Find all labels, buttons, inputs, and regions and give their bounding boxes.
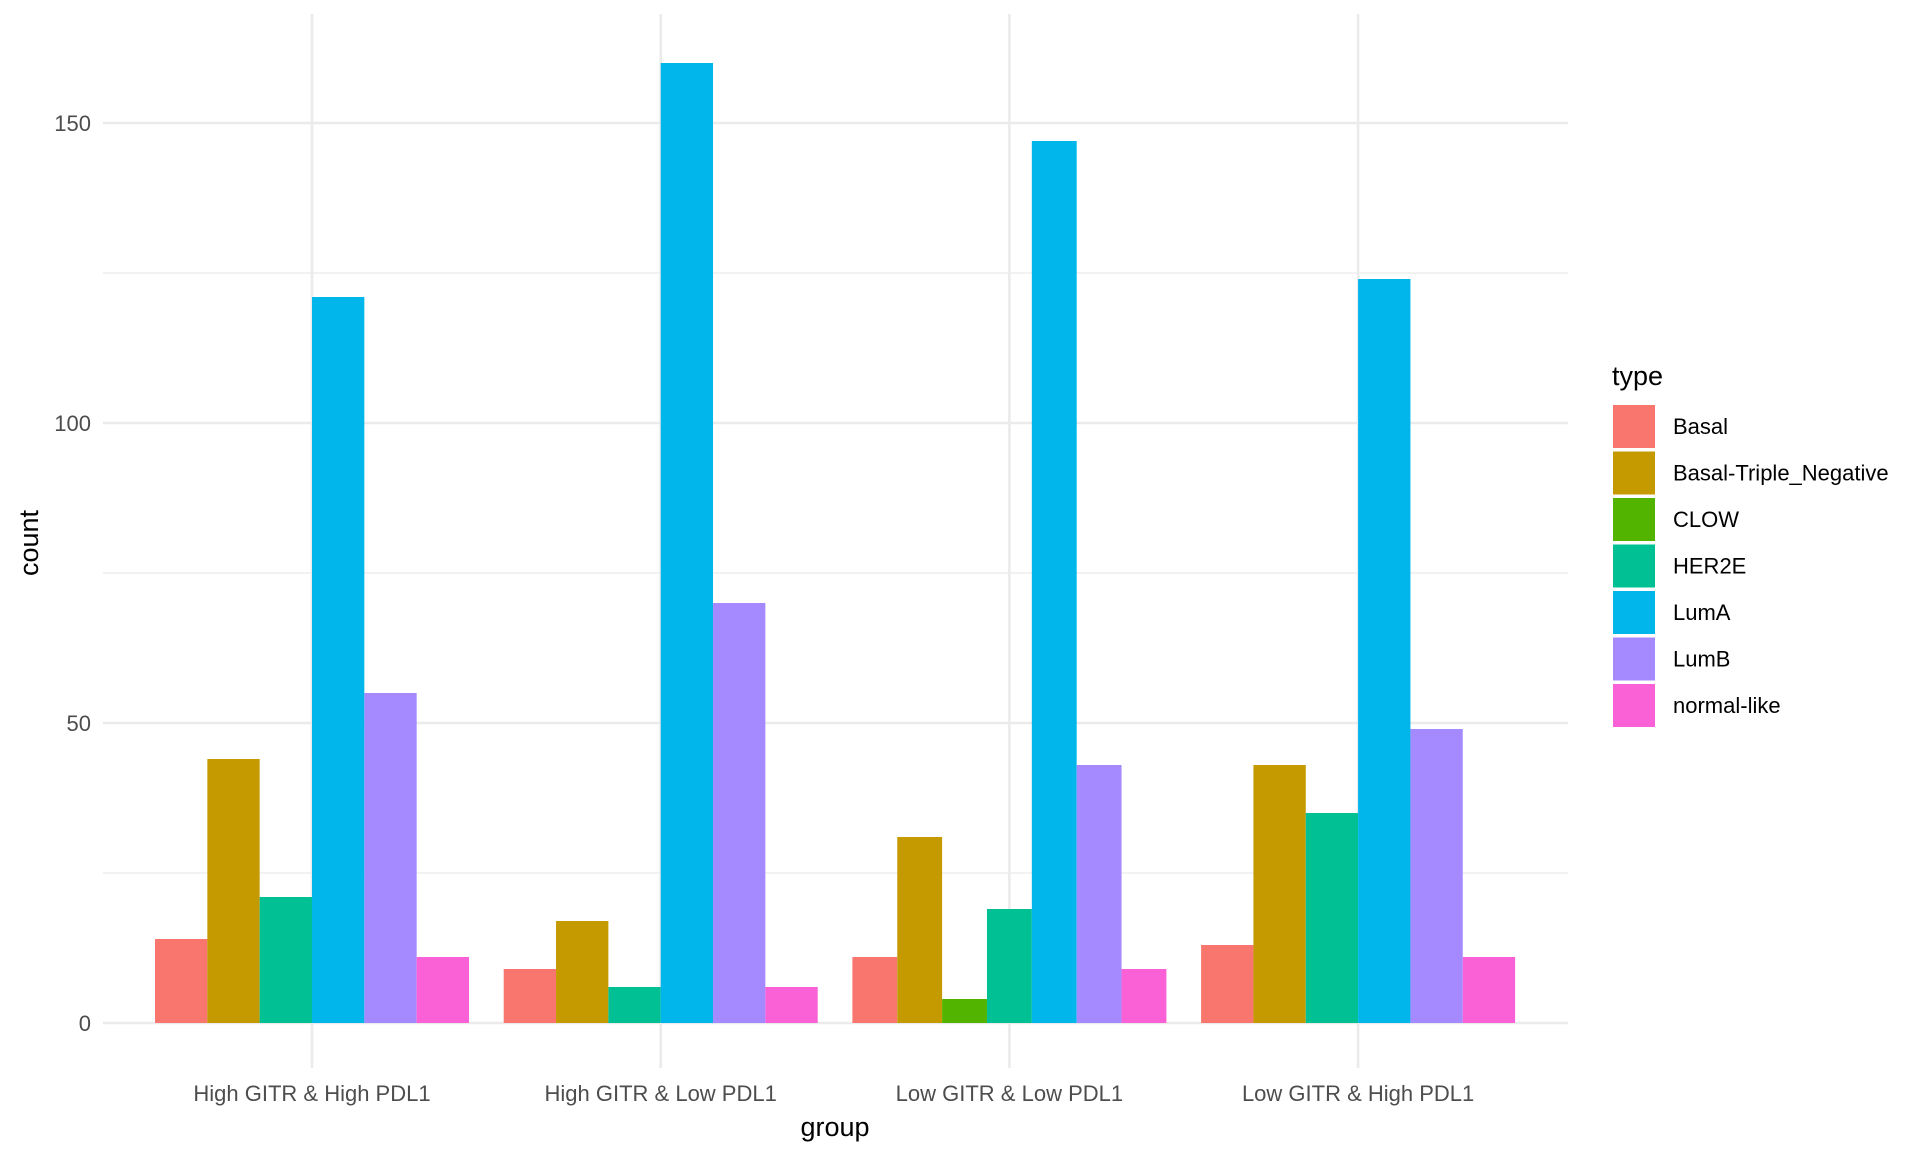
legend-key-her2e bbox=[1613, 544, 1655, 588]
legend-items: Basal Basal-Triple_Negative CLOW HER2E LumA L… bbox=[1613, 405, 1889, 727]
x-tick-label: Low GITR & Low PDL1 bbox=[896, 1081, 1123, 1106]
bar-basal-triple-negative bbox=[1253, 765, 1306, 1023]
legend-key-basal bbox=[1613, 405, 1655, 448]
bar-her2e bbox=[608, 987, 661, 1023]
legend-label-her2e: HER2E bbox=[1673, 554, 1746, 579]
bar-luma bbox=[660, 63, 714, 1023]
bar-basal bbox=[1201, 945, 1254, 1023]
bar-normal-like bbox=[1121, 969, 1167, 1023]
bar-basal bbox=[503, 969, 557, 1023]
bar-clow bbox=[942, 999, 987, 1023]
bar-luma bbox=[1358, 279, 1411, 1023]
bar-basal bbox=[852, 957, 898, 1023]
x-tick-label: High GITR & High PDL1 bbox=[193, 1081, 430, 1106]
bar-her2e bbox=[986, 909, 1032, 1023]
x-axis-title: group bbox=[800, 1112, 869, 1142]
bar-lumb bbox=[1410, 729, 1463, 1023]
y-tick-label: 150 bbox=[54, 111, 91, 136]
bar-lumb bbox=[713, 603, 766, 1023]
legend-label-normal-like: normal-like bbox=[1673, 693, 1781, 718]
bar-luma bbox=[312, 297, 365, 1023]
bar-her2e bbox=[259, 897, 312, 1023]
bar-lumb bbox=[364, 693, 417, 1023]
y-tick-label: 50 bbox=[67, 711, 91, 736]
legend: type Basal Basal-Triple_Negative CLOW HER2E… bbox=[1612, 361, 1889, 727]
bar-basal bbox=[155, 939, 208, 1023]
bar-normal-like bbox=[416, 957, 469, 1023]
legend-label-luma: LumA bbox=[1673, 600, 1731, 625]
legend-title: type bbox=[1612, 361, 1663, 391]
legend-key-clow bbox=[1613, 498, 1655, 541]
legend-key-luma bbox=[1613, 591, 1655, 634]
y-tick-label: 100 bbox=[54, 411, 91, 436]
bar-her2e bbox=[1305, 813, 1359, 1023]
bar-basal-triple-negative bbox=[207, 759, 260, 1023]
y-axis-title: count bbox=[14, 509, 44, 576]
bar-normal-like bbox=[1462, 957, 1516, 1023]
legend-label-basal-triple-negative: Basal-Triple_Negative bbox=[1673, 461, 1889, 486]
legend-label-lumb: LumB bbox=[1673, 647, 1730, 672]
x-tick-labels: High GITR & High PDL1 High GITR & Low PDL… bbox=[193, 1081, 1474, 1106]
bar-normal-like bbox=[765, 987, 818, 1023]
x-tick-label: Low GITR & High PDL1 bbox=[1242, 1081, 1474, 1106]
y-tick-label: 0 bbox=[79, 1011, 91, 1036]
legend-key-basal-triple-negative bbox=[1613, 451, 1655, 495]
legend-label-basal: Basal bbox=[1673, 414, 1728, 439]
x-tick-label: High GITR & Low PDL1 bbox=[545, 1081, 777, 1106]
bar-lumb bbox=[1076, 765, 1122, 1023]
bar-basal-triple-negative bbox=[897, 837, 943, 1023]
legend-label-clow: CLOW bbox=[1673, 507, 1739, 532]
bars-layer bbox=[155, 63, 1516, 1023]
bar-luma bbox=[1031, 141, 1077, 1023]
legend-key-normal-like bbox=[1613, 684, 1655, 727]
bar-basal-triple-negative bbox=[556, 921, 609, 1023]
y-tick-labels: 0 50 100 150 bbox=[54, 111, 91, 1036]
legend-key-lumb bbox=[1613, 637, 1655, 681]
